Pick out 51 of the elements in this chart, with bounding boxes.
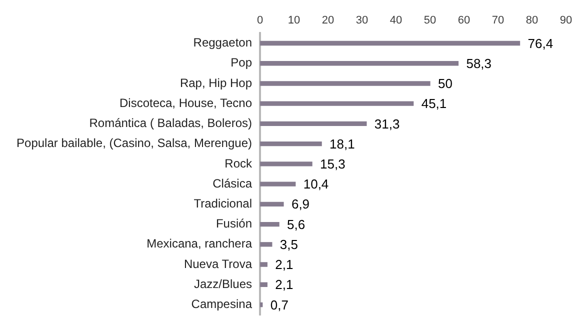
x-tick-label: 20 (322, 14, 334, 27)
x-tick-label: 60 (458, 14, 470, 27)
bar (260, 61, 459, 66)
y-tick-label: Reggaeton (193, 36, 252, 50)
data-label: 15,3 (320, 156, 346, 172)
y-tick-label: Campesina (191, 297, 252, 312)
bar (260, 121, 367, 126)
bar (260, 101, 414, 106)
y-tick-label: Discoteca, House, Tecno (119, 96, 252, 110)
data-label: 3,5 (280, 236, 298, 252)
bar (260, 242, 272, 247)
x-tick-label: 10 (288, 14, 300, 27)
y-tick-label: Romántica ( Baladas, Boleros) (89, 116, 252, 130)
bar (260, 262, 268, 267)
data-label: 76,4 (528, 36, 554, 51)
y-tick-label: Pop (230, 56, 252, 70)
x-tick-label: 90 (560, 14, 572, 27)
bar (260, 282, 268, 287)
data-label: 31,3 (374, 116, 400, 132)
data-label: 58,3 (466, 56, 492, 71)
data-label: 6,9 (291, 196, 310, 212)
bar (260, 81, 430, 86)
data-label: 2,1 (275, 257, 294, 272)
data-label: 18,1 (330, 136, 355, 152)
y-tick-label: Fusión (216, 216, 252, 231)
bar (260, 182, 296, 186)
y-tick-label: Nueva Trova (184, 256, 252, 271)
x-tick-label: 80 (526, 14, 538, 27)
y-tick-label: Mexicana, ranchera (146, 236, 252, 251)
x-tick-label: 0 (256, 14, 264, 27)
data-label: 2,1 (275, 277, 294, 292)
data-label: 45,1 (421, 96, 447, 112)
x-tick-label: 70 (492, 14, 504, 27)
x-tick-label: 30 (356, 14, 368, 27)
data-label: 0,7 (270, 297, 288, 312)
bar (260, 142, 322, 146)
bar (260, 162, 312, 166)
bar (260, 222, 280, 227)
data-label: 5,6 (287, 216, 306, 232)
bar (260, 40, 520, 46)
y-tick-label: Clásica (212, 176, 252, 190)
bar (260, 202, 284, 206)
data-label: 10,4 (303, 176, 329, 192)
y-tick-label: Rock (224, 156, 253, 170)
y-tick-label: Tradicional (194, 196, 252, 210)
data-label: 50 (438, 76, 452, 92)
y-tick-label: Rap, Hip Hop (180, 76, 252, 90)
y-tick-label: Popular bailable, (Casino, Salsa, Merengue) (16, 136, 252, 150)
y-tick-label: Jazz/Blues (194, 276, 252, 291)
x-tick-label: 50 (424, 14, 436, 27)
x-tick-label: 40 (390, 14, 402, 27)
